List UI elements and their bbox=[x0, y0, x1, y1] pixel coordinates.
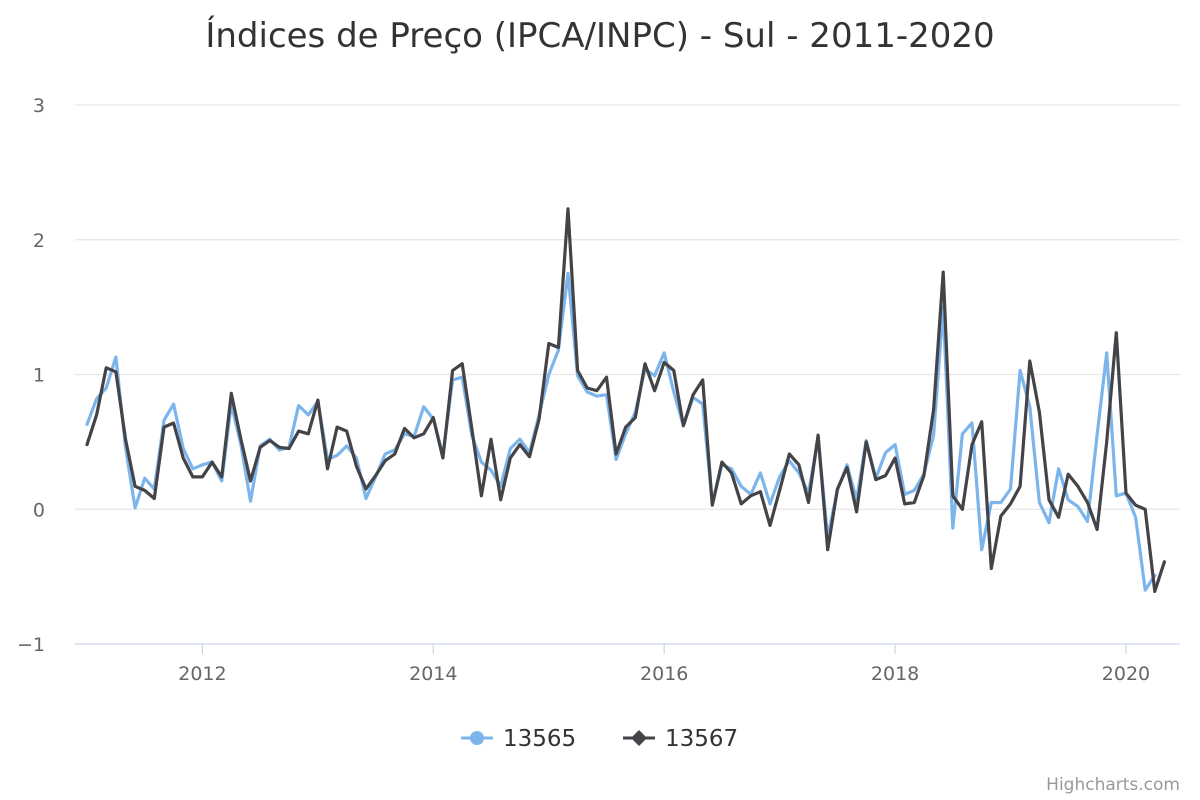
x-axis-ticks bbox=[201, 644, 1127, 654]
y-tick-label: 1 bbox=[33, 365, 45, 387]
legend-label-13565: 13565 bbox=[503, 726, 576, 752]
x-tick-label: 2018 bbox=[871, 663, 919, 685]
x-axis-labels: 2012 2014 2016 2018 2020 bbox=[178, 663, 1150, 685]
legend-item-13567[interactable]: 13567 bbox=[623, 726, 738, 752]
credits-link[interactable]: Highcharts.com bbox=[1046, 775, 1180, 795]
y-tick-label: 0 bbox=[33, 499, 45, 521]
x-tick-label: 2012 bbox=[178, 663, 226, 685]
chart-title: Índices de Preço (IPCA/INPC) - Sul - 201… bbox=[205, 15, 994, 56]
circle-marker-icon bbox=[470, 731, 484, 745]
legend-label-13567: 13567 bbox=[665, 726, 738, 752]
series-line-13567 bbox=[85, 207, 1167, 594]
plot-area bbox=[85, 207, 1167, 594]
y-axis-labels: 3 2 1 0 −1 bbox=[17, 95, 45, 656]
legend: 13565 13567 bbox=[461, 726, 738, 752]
y-tick-label: 2 bbox=[33, 230, 45, 252]
y-tick-label: 3 bbox=[33, 95, 45, 117]
x-tick-label: 2020 bbox=[1102, 663, 1150, 685]
grid-lines bbox=[75, 104, 1180, 510]
y-tick-label: −1 bbox=[17, 634, 45, 656]
diamond-marker-icon bbox=[631, 730, 647, 746]
legend-item-13565[interactable]: 13565 bbox=[461, 726, 576, 752]
x-tick-label: 2014 bbox=[409, 663, 457, 685]
x-tick-label: 2016 bbox=[640, 663, 688, 685]
